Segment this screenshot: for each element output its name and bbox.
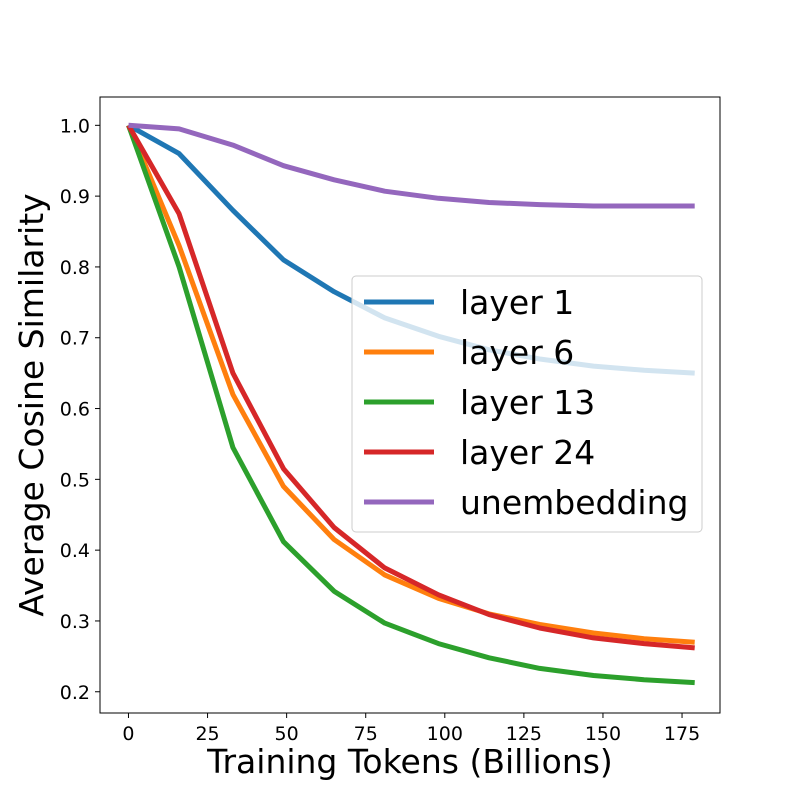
- series-line-4: [126, 124, 695, 651]
- x-axis-label: Training Tokens (Billions): [206, 742, 613, 781]
- x-tick-label: 175: [664, 723, 700, 745]
- y-tick-label: 0.4: [60, 540, 90, 562]
- x-axis-ticks: 0 25 50 75 100 125 150 175: [122, 713, 700, 745]
- y-tick-label: 0.9: [60, 186, 90, 208]
- axes-frame: [99, 96, 721, 714]
- y-tick-label: 0.5: [60, 469, 90, 491]
- y-axis-label: Average Cosine Similarity: [12, 193, 51, 616]
- legend-label-5: unembedding: [460, 483, 688, 522]
- y-tick-label: 0.2: [60, 682, 90, 704]
- y-tick-label: 0.7: [60, 328, 90, 350]
- legend: layer 1 layer 6 layer 13 layer 24 unembeddin…: [351, 275, 703, 533]
- legend-label-4: layer 24: [460, 433, 595, 472]
- series-line-2: [126, 124, 695, 645]
- series-line-3: [126, 124, 695, 686]
- legend-label-1: layer 1: [460, 283, 574, 322]
- x-tick-label: 125: [506, 723, 542, 745]
- plot-area: [99, 96, 721, 714]
- y-axis-ticks: 0.2 0.3 0.4 0.5 0.6 0.7 0.8 0.9 1.0: [60, 115, 100, 704]
- x-tick-label: 100: [427, 723, 463, 745]
- x-tick-label: 25: [195, 723, 219, 745]
- legend-label-2: layer 6: [460, 333, 574, 372]
- x-tick-label: 75: [354, 723, 378, 745]
- y-tick-label: 1.0: [60, 115, 90, 137]
- y-tick-label: 0.6: [60, 399, 90, 421]
- y-tick-label: 0.3: [60, 611, 90, 633]
- x-tick-label: 150: [585, 723, 621, 745]
- legend-label-3: layer 13: [460, 383, 595, 422]
- series-line-5: [128, 122, 695, 209]
- legend-box: [351, 275, 703, 533]
- x-tick-label: 0: [122, 723, 134, 745]
- x-tick-label: 50: [275, 723, 299, 745]
- y-tick-label: 0.8: [60, 257, 90, 279]
